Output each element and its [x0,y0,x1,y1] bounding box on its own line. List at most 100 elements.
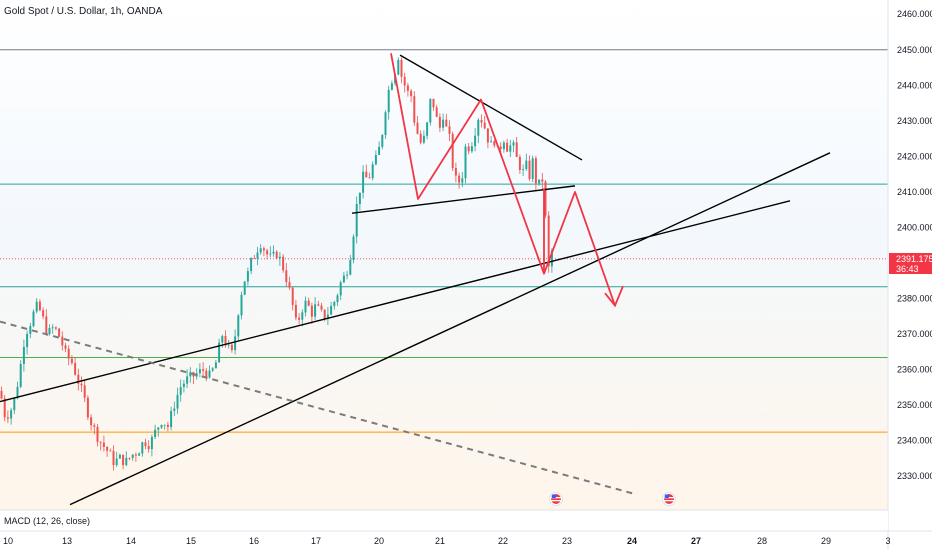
candle-body-30 [96,426,99,442]
candle-body-141 [451,133,454,168]
candle-body-23 [74,362,77,375]
candle-body-91 [291,287,294,305]
candle-body-126 [403,76,406,86]
candle-body-158 [506,142,509,152]
candle-body-68 [218,342,221,363]
candle-body-72 [230,344,233,351]
candle-body-95 [304,300,307,313]
candle-body-27 [86,397,89,418]
trendline-1 [69,152,831,506]
time-tick-label: 15 [186,536,196,546]
candle-body-77 [246,271,249,282]
candle-body-105 [336,295,339,302]
candle-body-98 [314,304,317,317]
candle-body-0 [0,390,3,399]
candle-body-118 [378,146,381,156]
candle-body-151 [483,122,486,129]
candle-body-84 [269,253,272,255]
candle-body-52 [166,424,169,428]
candle-body-26 [83,385,86,398]
candle-body-50 [160,425,163,428]
candle-body-92 [294,304,297,318]
candle-body-87 [278,256,281,259]
time-tick-label: 22 [498,536,508,546]
candle-body-138 [442,119,445,128]
candle-body-48 [154,429,157,438]
candle-body-32 [102,442,105,447]
candle-body-66 [211,368,214,371]
event-markers [549,492,676,506]
time-tick-label: 16 [249,536,259,546]
candle-body-131 [419,133,422,143]
time-tick-label: 28 [757,536,767,546]
candle-body-157 [502,142,505,150]
candle-body-44 [141,442,144,454]
candle-body-121 [387,89,390,113]
candle-body-25 [80,383,83,386]
candle-body-169 [541,179,544,182]
candle-body-153 [490,141,493,143]
candle-body-117 [374,155,377,165]
candle-body-31 [99,441,102,443]
candle-body-149 [477,119,480,136]
candle-body-7 [22,347,25,364]
candle-body-129 [413,96,416,123]
pattern-zigzag [390,53,616,306]
candle-body-10 [32,311,35,327]
price-axis-background [889,0,932,550]
candle-body-43 [138,453,141,456]
horizontal-levels [0,49,888,433]
us-flag-event-icon[interactable] [662,492,676,506]
time-tick-label: 13 [62,536,72,546]
candle-body-160 [512,142,515,146]
candle-body-139 [445,119,448,127]
candle-body-96 [307,300,310,306]
pattern-drawing [390,53,624,308]
candle-body-124 [397,59,400,75]
candle-body-88 [282,256,285,271]
candle-body-134 [429,98,432,123]
candle-body-170 [544,181,547,216]
time-tick-label: 27 [691,536,701,546]
candle-body-132 [422,135,425,143]
candle-body-125 [400,59,403,77]
candle-body-83 [266,250,269,255]
time-axis[interactable]: 10 13 14 15 16 17 20 21 22 23 24 27 28 29 3 [3,536,891,546]
price-tick-label: 2430.000 [897,116,932,126]
candle-body-148 [474,135,477,147]
candle-body-67 [214,362,217,369]
time-tick-label: 20 [374,536,384,546]
price-axis[interactable]: 2460.000 2450.000 2440.000 2430.000 2420.000… [897,9,932,481]
candle-body-53 [170,410,173,428]
candle-body-12 [38,301,41,311]
candle-body-127 [406,85,409,91]
candle-body-71 [227,344,230,346]
candle-body-172 [550,250,553,267]
candle-body-168 [538,179,541,184]
candle-body-135 [432,98,435,108]
symbol-title: Gold Spot / U.S. Dollar, 1h, OANDA [4,6,163,17]
candle-body-112 [358,192,361,205]
candle-body-156 [499,146,502,150]
price-tick-label: 2340.000 [897,436,932,446]
candle-body-171 [547,215,550,267]
price-tick-label: 2400.000 [897,222,932,232]
candle-body-122 [390,83,393,90]
time-tick-label: 3 [885,536,890,546]
candle-body-6 [19,363,22,387]
price-tick-label: 2460.000 [897,9,932,19]
candle-body-17 [54,327,57,329]
candle-body-22 [70,358,73,363]
candle-body-130 [416,122,419,134]
candle-body-64 [205,370,208,378]
price-tick-label: 2440.000 [897,80,932,90]
time-tick-label: 23 [562,536,572,546]
candle-body-14 [45,316,48,334]
current-price-value: 2391.175 [896,254,932,264]
time-tick-label: 10 [3,536,13,546]
candle-body-51 [163,424,166,426]
candle-body-63 [202,369,205,371]
candle-body-15 [48,327,51,334]
us-flag-event-icon[interactable] [549,492,563,506]
